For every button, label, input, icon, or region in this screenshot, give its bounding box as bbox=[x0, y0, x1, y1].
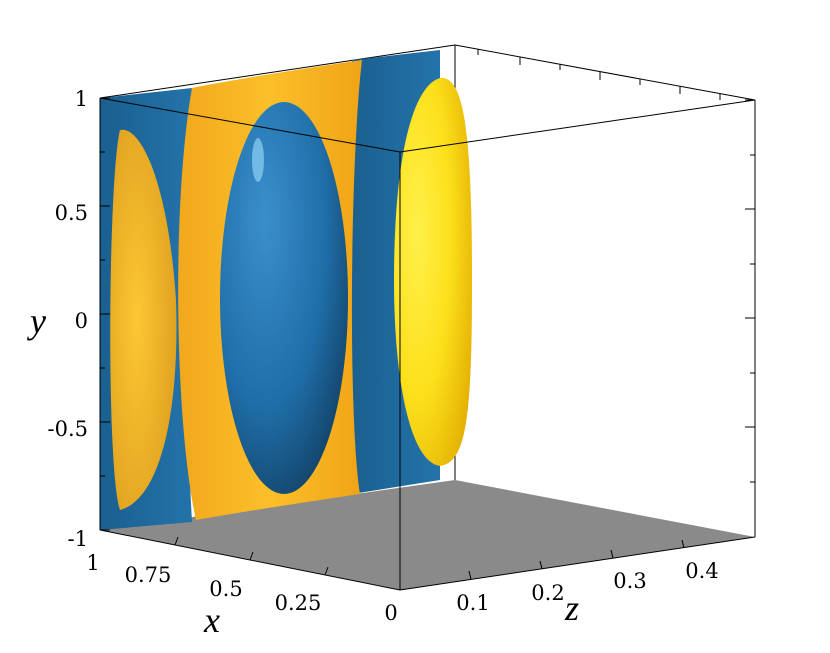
x-tick-labels: 1 0.75 0.5 0.25 0 bbox=[86, 551, 397, 625]
y-axis-ticks bbox=[100, 97, 110, 531]
y-tick-label: -1 bbox=[68, 527, 88, 551]
z-tick-label: 0.4 bbox=[685, 559, 718, 583]
y-tick-label: 1 bbox=[75, 87, 88, 111]
x-tick-label: 1 bbox=[86, 551, 99, 575]
ellipsoid-highlight bbox=[252, 138, 264, 182]
y-axis-title: y bbox=[27, 301, 46, 341]
x-tick-label: 0.25 bbox=[275, 591, 322, 615]
positive-lobe-left bbox=[110, 129, 177, 510]
negative-ellipsoid-center bbox=[220, 102, 348, 494]
y-tick-labels: 1 0.5 0 -0.5 -1 bbox=[48, 87, 89, 551]
y-tick-label: 0 bbox=[75, 309, 88, 333]
x-tick-label: 0 bbox=[384, 601, 397, 625]
z-tick-label: 0.1 bbox=[456, 591, 489, 615]
y-tick-label: -0.5 bbox=[48, 417, 89, 441]
z-tick-labels: 0.1 0.2 0.3 0.4 bbox=[456, 559, 718, 615]
z-axis-ticks bbox=[468, 539, 685, 580]
x-tick-label: 0.5 bbox=[209, 577, 242, 601]
z-tick-label: 0.3 bbox=[613, 569, 646, 593]
top-edge-ticks bbox=[477, 49, 721, 100]
x-axis-ticks bbox=[174, 536, 329, 576]
x-axis-title: x bbox=[203, 600, 220, 640]
positive-ellipsoid-right bbox=[394, 77, 472, 466]
y-tick-label: 0.5 bbox=[55, 201, 88, 225]
right-edge-ticks bbox=[745, 99, 755, 483]
z-tick-label: 0.2 bbox=[531, 581, 564, 605]
x-tick-label: 0.75 bbox=[125, 563, 172, 587]
z-axis-title: z bbox=[564, 588, 579, 628]
